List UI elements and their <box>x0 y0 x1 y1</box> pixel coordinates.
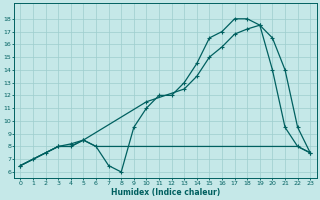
X-axis label: Humidex (Indice chaleur): Humidex (Indice chaleur) <box>111 188 220 197</box>
